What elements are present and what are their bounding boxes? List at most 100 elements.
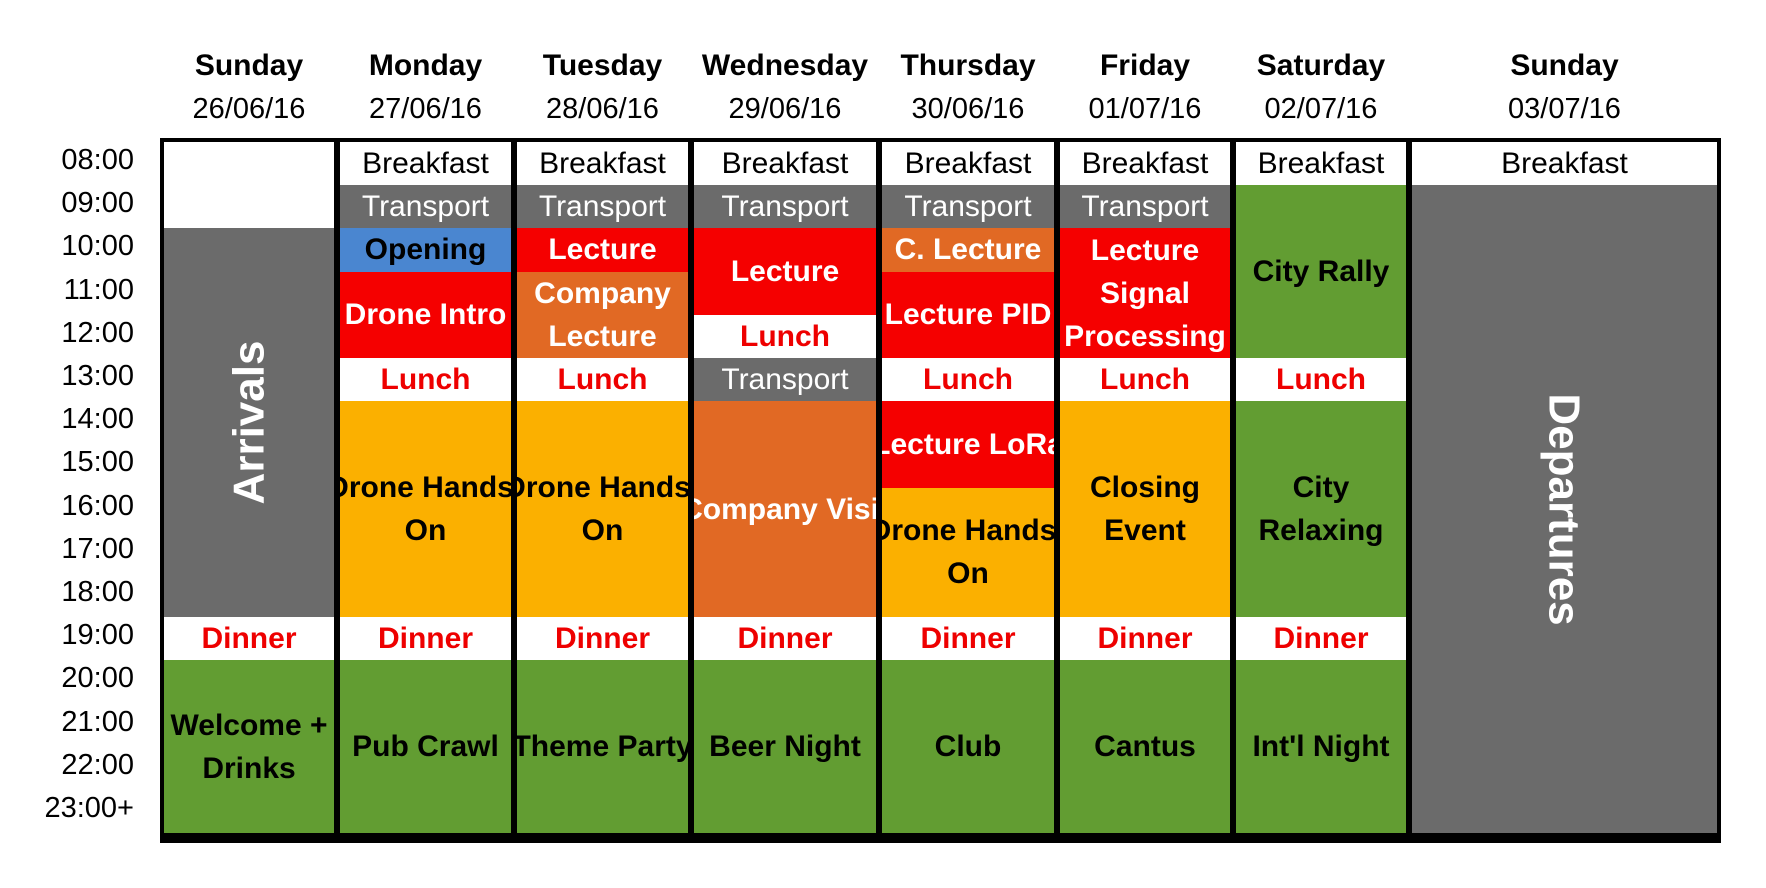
- day-name: Tuesday: [542, 49, 663, 82]
- schedule-event: C. Lecture: [882, 228, 1054, 272]
- day-date: 26/06/16: [192, 93, 306, 125]
- day-column: Breakfast Transport Lecture Company Lecture L…: [517, 142, 688, 834]
- schedule-event: Drone Hands- On: [517, 401, 688, 618]
- event-label: Event: [1104, 514, 1186, 548]
- day-column: Arrivals Dinner Welcome + Drinks: [164, 142, 334, 834]
- schedule-event: Dinner: [1236, 617, 1406, 661]
- schedule-event: Transport: [340, 185, 511, 229]
- time-label: 09:00: [61, 187, 134, 220]
- event-label: Dinner: [737, 622, 833, 656]
- day-column: Breakfast Transport C. Lecture Lecture PID L…: [882, 142, 1054, 834]
- event-label: Lecture: [1090, 233, 1200, 267]
- event-label: Dinner: [1097, 622, 1193, 656]
- event-label: Processing: [1064, 319, 1226, 353]
- schedule-event: Dinner: [694, 617, 876, 661]
- time-label: 12:00: [61, 316, 134, 349]
- event-label: Drone Hands-: [882, 514, 1054, 548]
- schedule-event: Lunch: [1060, 358, 1230, 402]
- event-label: Pub Crawl: [352, 730, 499, 764]
- event-label: Dinner: [1273, 622, 1369, 656]
- schedule-event: Drone Hands- On: [340, 401, 511, 618]
- schedule-event: Lecture LoRa: [882, 401, 1054, 488]
- schedule-event: Opening: [340, 228, 511, 272]
- schedule-event: Int'l Night: [1236, 660, 1406, 834]
- schedule-event: Cantus: [1060, 660, 1230, 834]
- time-label: 16:00: [61, 489, 134, 522]
- day-date: 28/06/16: [546, 93, 659, 125]
- day-header: Sunday 26/06/16: [164, 44, 334, 134]
- event-label: Company: [534, 276, 671, 310]
- event-label: Transport: [1081, 190, 1209, 224]
- schedule-event: Dinner: [340, 617, 511, 661]
- event-label: Drone Intro: [344, 298, 507, 332]
- time-label: 08:00: [61, 144, 134, 176]
- event-label: Departures: [1540, 393, 1589, 626]
- time-label: 23:00+: [44, 792, 134, 824]
- event-label: Beer Night: [709, 730, 861, 764]
- event-label: Dinner: [920, 622, 1016, 656]
- event-label: Lunch: [923, 363, 1013, 397]
- schedule-event: Breakfast: [1236, 142, 1406, 186]
- day-column: Breakfast Transport Lecture Lunch Transport C…: [694, 142, 876, 834]
- day-name: Saturday: [1256, 49, 1386, 82]
- time-label: 21:00: [61, 705, 134, 738]
- event-label: On: [404, 514, 447, 548]
- event-label: Lecture LoRa: [882, 427, 1054, 461]
- day-header: Sunday 03/07/16: [1412, 44, 1717, 134]
- time-label: 18:00: [61, 576, 134, 608]
- event-label: On: [581, 514, 624, 548]
- schedule-event: Departures: [1412, 185, 1717, 834]
- time-label: 14:00: [61, 403, 134, 436]
- day-date: 27/06/16: [369, 93, 482, 125]
- event-label: Drinks: [202, 751, 296, 785]
- schedule-event: Transport: [882, 185, 1054, 229]
- event-label: Club: [934, 730, 1002, 764]
- schedule-event: [164, 142, 334, 229]
- day-header: Thursday 30/06/16: [882, 44, 1054, 134]
- day-column: Breakfast Transport Opening Drone Intro Lunc…: [340, 142, 511, 834]
- schedule-event: Breakfast: [882, 142, 1054, 186]
- event-label: Int'l Night: [1252, 730, 1390, 764]
- schedule-event: Beer Night: [694, 660, 876, 834]
- event-label: Signal: [1099, 276, 1190, 310]
- time-label: 22:00: [61, 748, 134, 781]
- event-label: Dinner: [554, 622, 650, 656]
- schedule-event: Breakfast: [340, 142, 511, 186]
- event-label: Transport: [361, 190, 490, 224]
- schedule-event: Lunch: [340, 358, 511, 402]
- schedule-event: Lecture: [517, 228, 688, 272]
- day-date: 02/07/16: [1264, 93, 1378, 125]
- schedule-event: Pub Crawl: [340, 660, 511, 834]
- schedule-event: Club: [882, 660, 1054, 834]
- event-label: Lunch: [380, 363, 471, 397]
- schedule-grid: Arrivals Dinner Welcome + Drinks Breakfast Tr…: [160, 138, 1721, 843]
- day-name: Wednesday: [701, 49, 869, 82]
- event-label: Lecture: [548, 319, 657, 353]
- schedule-event: Arrivals: [164, 228, 334, 618]
- day-header: Friday 01/07/16: [1060, 44, 1230, 134]
- event-label: On: [947, 557, 989, 591]
- event-label: Relaxing: [1258, 514, 1384, 548]
- schedule-event: Transport: [694, 358, 876, 402]
- event-label: Dinner: [201, 622, 297, 656]
- schedule-event: Lunch: [1236, 358, 1406, 402]
- event-label: Company Visit: [694, 492, 876, 526]
- day-header: Wednesday 29/06/16: [694, 44, 876, 134]
- event-label: C. Lecture: [894, 233, 1042, 267]
- day-date: 03/07/16: [1508, 93, 1621, 125]
- schedule-event: Transport: [517, 185, 688, 229]
- schedule-event: Transport: [694, 185, 876, 229]
- event-label: Cantus: [1094, 730, 1196, 764]
- schedule-event: Drone Intro: [340, 271, 511, 358]
- time-label: 19:00: [61, 619, 134, 652]
- event-label: Theme Party: [517, 730, 688, 764]
- schedule-event: Company Lecture: [517, 271, 688, 358]
- day-column: Breakfast Departures: [1412, 142, 1717, 834]
- time-label: 17:00: [61, 532, 134, 565]
- day-name: Thursday: [900, 49, 1036, 82]
- schedule-event: Lunch: [882, 358, 1054, 402]
- day-date: 29/06/16: [728, 93, 842, 125]
- day-header: Monday 27/06/16: [340, 44, 511, 134]
- day-name: Friday: [1099, 49, 1191, 82]
- event-label: Lunch: [740, 319, 830, 353]
